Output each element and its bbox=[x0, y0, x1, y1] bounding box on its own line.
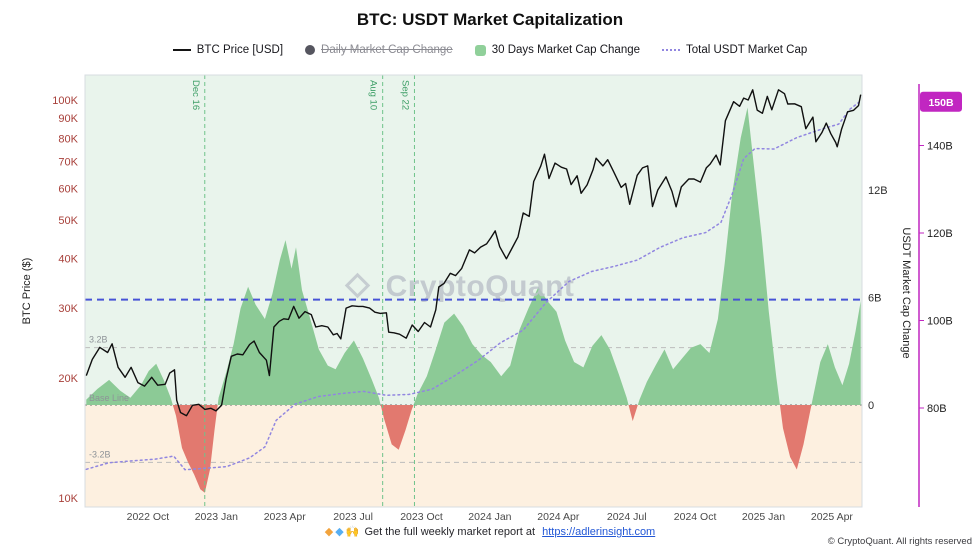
usdt-total-tick-label: 80B bbox=[927, 403, 947, 415]
price-tick-label: 10K bbox=[58, 493, 78, 505]
watermark-text: CryptoQuant bbox=[386, 270, 575, 303]
event-label: Dec 16 bbox=[190, 80, 201, 110]
mcap-change-area-positive bbox=[86, 107, 861, 405]
x-tick-label: 2023 Oct bbox=[400, 511, 443, 523]
legend-label: BTC Price [USD] bbox=[196, 44, 284, 56]
legend-item-30d-mcap-change[interactable]: 30 Days Market Cap Change bbox=[474, 44, 641, 56]
cryptoquant-logo-icon bbox=[344, 272, 371, 299]
price-tick-label: 60K bbox=[58, 183, 78, 195]
x-tick-label: 2023 Jan bbox=[195, 511, 238, 523]
chart-layer-axes: 3.2B -3.2B Base Line 100K 90K 80K 70K 60K 50K 40K… bbox=[52, 74, 962, 523]
footer-icons: ◆ ◆ 🙌 bbox=[325, 526, 362, 538]
x-tick-label: 2025 Jan bbox=[742, 511, 785, 523]
lower-band-label: -3.2B bbox=[89, 449, 111, 459]
x-tick-label: 2024 Jan bbox=[468, 511, 511, 523]
upper-band-label: 3.2B bbox=[89, 335, 108, 345]
change-tick-label: 6B bbox=[868, 292, 881, 304]
usdt-total-tick-label: 100B bbox=[927, 316, 953, 328]
footer-text: Get the full weekly market report at bbox=[364, 526, 536, 538]
chart-legend: BTC Price [USD] Daily Market Cap Change … bbox=[0, 44, 980, 56]
change-axis-title: USDT Market Cap Change bbox=[900, 227, 912, 358]
price-tick-label: 20K bbox=[58, 373, 78, 385]
dotted-line-marker-icon bbox=[662, 49, 681, 51]
circle-marker-icon bbox=[305, 45, 316, 55]
plot-border bbox=[84, 74, 863, 508]
x-tick-label: 2023 Apr bbox=[264, 511, 307, 523]
price-tick-label: 40K bbox=[58, 253, 78, 265]
x-tick-label: 2023 Jul bbox=[333, 511, 373, 523]
mcap-change-area-negative bbox=[86, 405, 861, 493]
footer-link[interactable]: https://adlerinsight.com bbox=[542, 526, 656, 538]
chart-title: BTC: USDT Market Capitalization bbox=[356, 10, 624, 29]
change-tick-label: 0 bbox=[868, 400, 874, 412]
x-tick-label: 2022 Oct bbox=[127, 511, 170, 523]
price-tick-label: 80K bbox=[58, 134, 78, 146]
price-tick-label: 90K bbox=[58, 113, 78, 125]
footer-note: ◆ ◆ 🙌 Get the full weekly market report at… bbox=[0, 525, 980, 538]
price-tick-label: 100K bbox=[52, 95, 78, 107]
line-marker-icon bbox=[172, 49, 191, 51]
legend-label: 30 Days Market Cap Change bbox=[491, 44, 641, 56]
event-label: Sep 22 bbox=[399, 80, 410, 110]
square-marker-icon bbox=[474, 44, 486, 56]
raised-hands-icon: 🙌 bbox=[345, 526, 360, 538]
chart-layer-lines: Dec 16 Aug 10 Sep 22 bbox=[85, 75, 862, 507]
usdt-total-tick-label: 140B bbox=[927, 141, 953, 153]
legend-label: Total USDT Market Cap bbox=[686, 44, 808, 56]
chart-plot-area[interactable] bbox=[85, 75, 862, 507]
event-label: Aug 10 bbox=[368, 80, 379, 110]
legend-item-daily-mcap-change[interactable]: Daily Market Cap Change bbox=[305, 44, 453, 56]
x-tick-label: 2025 Apr bbox=[811, 511, 854, 523]
gem-icon: ◆ bbox=[335, 526, 344, 538]
legend-item-btc-price[interactable]: BTC Price [USD] bbox=[172, 44, 284, 56]
btc-price-line bbox=[85, 89, 862, 417]
x-tick-label: 2024 Oct bbox=[674, 511, 717, 523]
usdt-total-tick-label: 120B bbox=[927, 228, 953, 240]
x-tick-label: 2024 Apr bbox=[537, 511, 580, 523]
price-tick-label: 30K bbox=[58, 303, 78, 315]
legend-item-total-usdt-mcap[interactable]: Total USDT Market Cap bbox=[662, 44, 807, 56]
price-tick-label: 70K bbox=[58, 157, 78, 169]
usdt-current-value-label: 150B bbox=[928, 97, 954, 109]
price-tick-label: 50K bbox=[58, 215, 78, 227]
legend-label: Daily Market Cap Change bbox=[321, 44, 453, 56]
change-tick-label: 12B bbox=[868, 185, 888, 197]
baseline-label: Base Line bbox=[89, 393, 129, 403]
watermark: CryptoQuant bbox=[344, 270, 575, 303]
total-usdt-mcap-line bbox=[85, 100, 862, 471]
price-axis-title: BTC Price ($) bbox=[21, 258, 33, 325]
copyright-note: © CryptoQuant. All rights reserved bbox=[827, 536, 972, 547]
chart-layer-area bbox=[86, 107, 861, 493]
orange-diamond-icon: ◆ bbox=[324, 526, 334, 538]
x-tick-label: 2024 Jul bbox=[607, 511, 647, 523]
usdt-current-value-badge bbox=[920, 91, 962, 112]
